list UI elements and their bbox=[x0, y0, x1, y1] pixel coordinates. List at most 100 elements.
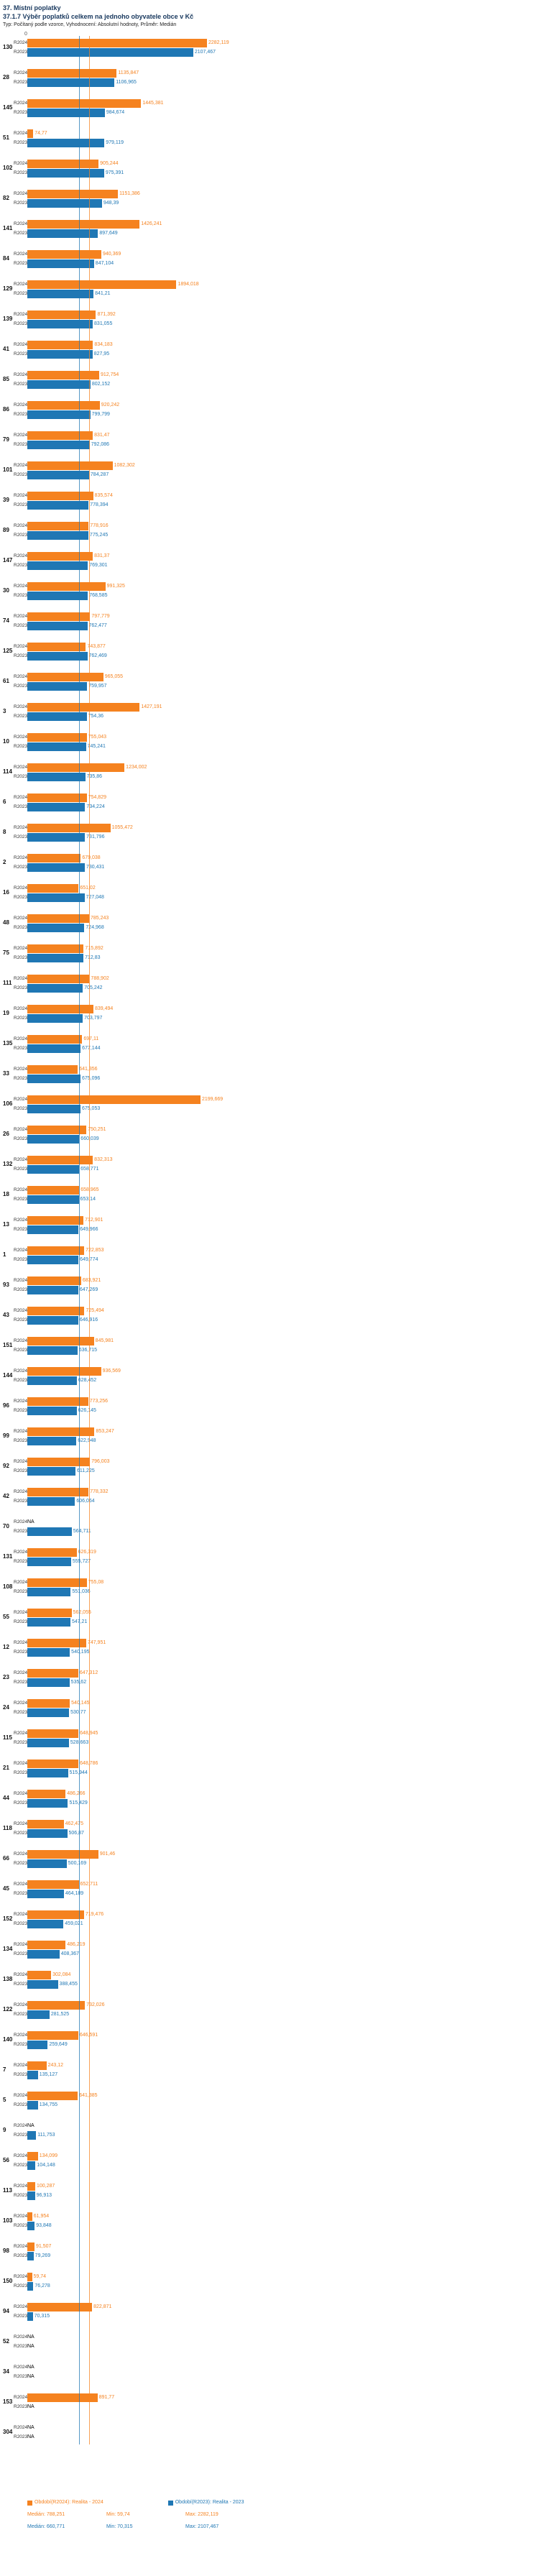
bar-period-label: R2024 bbox=[14, 433, 28, 438]
bar-period-label: R2023 bbox=[14, 1167, 28, 1172]
value-bar-r2024 bbox=[27, 2393, 98, 2402]
bar-value-label: 104,148 bbox=[37, 2163, 55, 2168]
chart-row: 41 R2024 834,183 R2023 827,95 bbox=[3, 341, 539, 359]
row-id-label: 39 bbox=[3, 497, 9, 503]
bar-period-label: R2024 bbox=[14, 1701, 28, 1706]
bar-period-label: R2023 bbox=[14, 1619, 28, 1624]
chart-row: 131 R2024 626,319 R2023 555,727 bbox=[3, 1548, 539, 1566]
bar-line-r2024: R2024 NA bbox=[14, 2363, 539, 2372]
value-bar-r2024 bbox=[27, 1427, 95, 1436]
row-id-label: 18 bbox=[3, 1191, 9, 1197]
bar-value-label: 891,77 bbox=[98, 2395, 115, 2400]
bar-value-label: 965,055 bbox=[104, 674, 124, 679]
bar-value-label: 1426,241 bbox=[141, 221, 162, 226]
bar-value-label: 727,048 bbox=[86, 895, 104, 900]
bar-period-label: R2023 bbox=[14, 1680, 28, 1685]
bar-period-label: R2023 bbox=[14, 1348, 28, 1353]
bar-value-label: 912,754 bbox=[100, 372, 119, 377]
bar-value-label: 831,47 bbox=[94, 433, 110, 438]
row-id-label: 56 bbox=[3, 2157, 9, 2163]
bar-value-label: NA bbox=[27, 2374, 34, 2379]
chart-row: 99 R2024 853,247 R2023 622,948 bbox=[3, 1427, 539, 1445]
bar-period-label: R2024 bbox=[14, 1338, 28, 1343]
bar-line-r2024: R2024 486,266 bbox=[14, 1790, 539, 1798]
bar-period-label: R2023 bbox=[14, 1982, 28, 1987]
row-id-label: 106 bbox=[3, 1100, 13, 1107]
bar-period-label: R2023 bbox=[14, 1861, 28, 1866]
bar-value-label: 555,727 bbox=[72, 1559, 91, 1564]
bar-line-r2024: R2024 1082,302 bbox=[14, 461, 539, 470]
bar-value-label: 641,385 bbox=[79, 2093, 98, 2098]
bar-period-label: R2023 bbox=[14, 1408, 28, 1413]
bar-value-label: 135,127 bbox=[39, 2072, 58, 2077]
bar-period-label: R2024 bbox=[14, 1399, 28, 1404]
chart-row: 1 R2024 722,853 R2023 649,774 bbox=[3, 1246, 539, 1264]
row-id-label: 12 bbox=[3, 1644, 9, 1650]
bar-period-label: R2024 bbox=[14, 101, 28, 106]
bar-line-r2024: R2024 788,902 bbox=[14, 975, 539, 983]
bar-value-label: 788,902 bbox=[91, 976, 109, 981]
bar-value-label: 675,096 bbox=[81, 1076, 101, 1081]
value-bar-r2024 bbox=[27, 160, 99, 168]
value-bar-r2024 bbox=[27, 2092, 78, 2100]
bar-line-r2023: R2023 388,455 bbox=[14, 1980, 539, 1989]
chart-row: 92 R2024 796,003 R2023 611,225 bbox=[3, 1458, 539, 1476]
bar-value-label: 834,183 bbox=[94, 342, 113, 347]
row-id-label: 13 bbox=[3, 1221, 9, 1228]
value-bar-r2024 bbox=[27, 431, 93, 440]
value-bar-r2023 bbox=[27, 742, 86, 751]
bar-period-label: R2024 bbox=[14, 2334, 28, 2340]
bar-period-label: R2024 bbox=[14, 735, 28, 740]
stats-r2024: Medián: 788,251 Min: 59,74 Max: 2282,119 bbox=[27, 2511, 539, 2518]
bar-line-r2024: R2024 773,256 bbox=[14, 1397, 539, 1406]
bar-value-label: 785,243 bbox=[91, 916, 109, 921]
bar-period-label: R2024 bbox=[14, 523, 28, 528]
bar-line-r2023: R2023 975,391 bbox=[14, 169, 539, 178]
chart-row: 103 R2024 61,954 R2023 93,848 bbox=[3, 2212, 539, 2230]
chart-row: 18 R2024658,965 R2023 653,14 bbox=[3, 1186, 539, 1204]
row-id-label: 51 bbox=[3, 134, 9, 141]
chart-row: 102 R2024 905,244 R2023 975,391 bbox=[3, 160, 539, 178]
value-bar-r2023 bbox=[27, 1165, 80, 1174]
bar-line-r2024: R2024 626,319 bbox=[14, 1548, 539, 1557]
chart-row: 8 R2024 1055,472 R2023 731,796 bbox=[3, 824, 539, 842]
chart-row: 3 R2024 1427,191 R2023 754,36 bbox=[3, 703, 539, 721]
bar-value-label: 719,476 bbox=[85, 1912, 104, 1917]
bar-period-label: R2024 bbox=[14, 1670, 28, 1675]
bar-period-label: R2023 bbox=[14, 804, 28, 809]
bar-period-label: R2023 bbox=[14, 925, 28, 930]
bar-value-label: 743,877 bbox=[87, 644, 106, 649]
bar-period-label: R2023 bbox=[14, 1921, 28, 1926]
bar-period-label: R2023 bbox=[14, 1499, 28, 1504]
value-bar-r2024 bbox=[27, 2212, 32, 2221]
row-id-label: 151 bbox=[3, 1342, 13, 1348]
value-bar-r2023 bbox=[27, 984, 83, 993]
bar-value-label: 647,312 bbox=[80, 1669, 98, 1678]
bar-line-r2024: R2024 834,183 bbox=[14, 341, 539, 349]
bar-period-label: R2023 bbox=[14, 2253, 28, 2258]
value-bar-r2023 bbox=[27, 1920, 64, 1928]
bar-period-label: R2024 bbox=[14, 1580, 28, 1585]
bar-line-r2023: R2023 464,189 bbox=[14, 1890, 539, 1898]
bar-line-r2024: R2024 936,569 bbox=[14, 1367, 539, 1376]
row-id-label: 141 bbox=[3, 225, 13, 231]
value-bar-r2023 bbox=[27, 1256, 79, 1264]
chart-row: 55 R2024 562,055 R2023547,21 bbox=[3, 1609, 539, 1627]
chart-row: 70 R2024 NA R2023 564,711 bbox=[3, 1518, 539, 1536]
bar-value-label: 735,86 bbox=[86, 774, 103, 779]
chart-row: 66 R2024 901,46 R2023 500,169 bbox=[3, 1850, 539, 1868]
bar-value-label: 847,104 bbox=[95, 261, 114, 266]
row-id-label: 101 bbox=[3, 466, 13, 473]
chart-row: 6 R2024 754,829 R2023 734,224 bbox=[3, 794, 539, 811]
value-bar-r2023 bbox=[27, 1890, 64, 1898]
bar-period-label: R2024 bbox=[14, 131, 28, 136]
bar-value-label: 905,244 bbox=[100, 161, 119, 166]
bar-period-label: R2023 bbox=[14, 1800, 28, 1806]
value-bar-r2023 bbox=[27, 2041, 48, 2049]
bar-period-label: R2024 bbox=[14, 493, 28, 498]
bar-line-r2023: R2023 76,278 bbox=[14, 2282, 539, 2291]
bar-line-r2024: R2024 785,243 bbox=[14, 914, 539, 923]
value-bar-r2023 bbox=[27, 1648, 70, 1657]
bar-value-label: 636,715 bbox=[78, 1348, 98, 1353]
bar-period-label: R2023 bbox=[14, 231, 28, 236]
